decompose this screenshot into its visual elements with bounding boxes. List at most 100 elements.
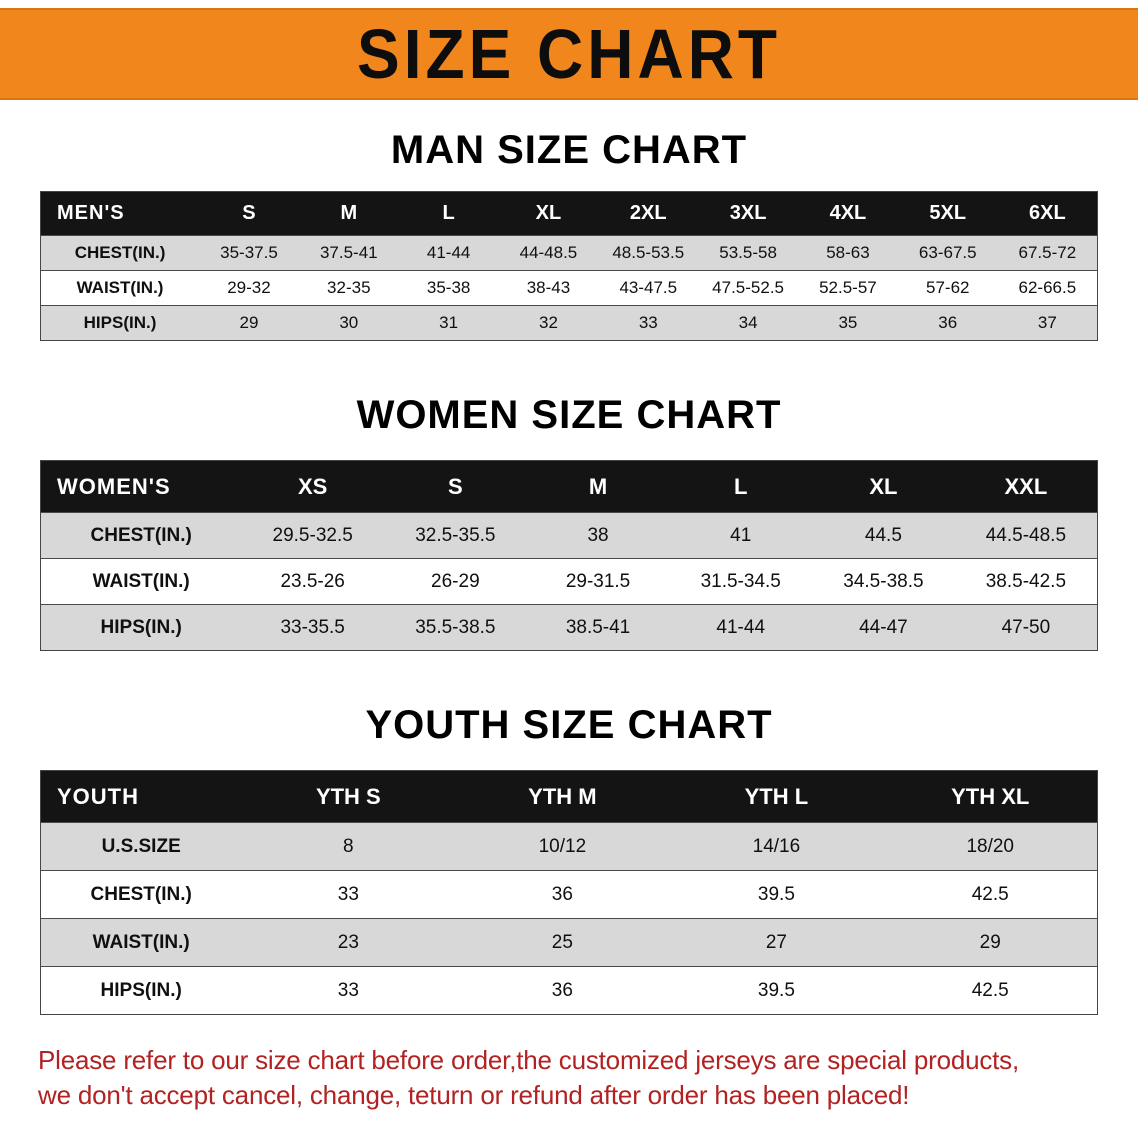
value-cell: 63-67.5 xyxy=(897,235,998,271)
value-cell: 23.5-26 xyxy=(241,558,385,605)
row-label-cell: WAIST(IN.) xyxy=(40,918,242,967)
value-cell: 8 xyxy=(241,822,456,871)
value-cell: 29 xyxy=(199,305,299,341)
size-header-cell: XXL xyxy=(954,460,1098,513)
size-header-cell: YTH M xyxy=(455,770,670,823)
size-header-cell: 4XL xyxy=(798,191,898,236)
table-row: CHEST(IN.) 29.5-32.5 32.5-35.5 38 41 44.5 44.5… xyxy=(40,512,1098,559)
value-cell: 29-32 xyxy=(199,270,299,306)
size-header-cell: 3XL xyxy=(698,191,799,236)
disclaimer: Please refer to our size chart before or… xyxy=(38,1043,1118,1113)
value-cell: 44-47 xyxy=(812,604,955,651)
men-size-table: MEN'S S M L XL 2XL 3XL 4XL 5XL 6XL CHEST(IN.) 35-37… xyxy=(40,191,1098,341)
size-header-cell: XL xyxy=(498,191,599,236)
value-cell: 38 xyxy=(526,512,670,559)
size-header-cell: YTH L xyxy=(669,770,884,823)
value-cell: 36 xyxy=(897,305,998,341)
value-cell: 67.5-72 xyxy=(997,235,1098,271)
value-cell: 35.5-38.5 xyxy=(384,604,527,651)
row-label-cell: HIPS(IN.) xyxy=(40,305,200,341)
value-cell: 41-44 xyxy=(398,235,499,271)
value-cell: 44-48.5 xyxy=(498,235,599,271)
disclaimer-line-1: Please refer to our size chart before or… xyxy=(38,1045,1020,1075)
value-cell: 47-50 xyxy=(954,604,1098,651)
size-section-youth: YOUTH SIZE CHART YOUTH YTH S YTH M YTH L YTH … xyxy=(0,703,1138,1015)
size-header-cell: 2XL xyxy=(598,191,699,236)
table-row: CHEST(IN.) 35-37.5 37.5-41 41-44 44-48.5 48.5… xyxy=(40,235,1098,271)
value-cell: 23 xyxy=(241,918,456,967)
value-cell: 48.5-53.5 xyxy=(598,235,699,271)
size-header-cell: S xyxy=(199,191,299,236)
value-cell: 37 xyxy=(997,305,1098,341)
row-label-cell: HIPS(IN.) xyxy=(40,604,242,651)
table-row: HIPS(IN.) 33 36 39.5 42.5 xyxy=(40,966,1098,1015)
value-cell: 43-47.5 xyxy=(598,270,699,306)
value-cell: 62-66.5 xyxy=(997,270,1098,306)
value-cell: 52.5-57 xyxy=(798,270,898,306)
size-header-cell: 5XL xyxy=(897,191,998,236)
value-cell: 39.5 xyxy=(669,966,884,1015)
value-cell: 42.5 xyxy=(883,966,1098,1015)
table-row: WAIST(IN.) 29-32 32-35 35-38 38-43 43-47.5 47.… xyxy=(40,270,1098,306)
size-header-cell: XS xyxy=(241,460,385,513)
table-row: U.S.SIZE 8 10/12 14/16 18/20 xyxy=(40,822,1098,871)
value-cell: 35-38 xyxy=(398,270,499,306)
value-cell: 57-62 xyxy=(897,270,998,306)
table-header-row: YOUTH YTH S YTH M YTH L YTH XL xyxy=(40,770,1098,823)
size-chart-page: SIZE CHART MAN SIZE CHART MEN'S S M L XL 2XL 3X… xyxy=(0,8,1138,1113)
value-cell: 44.5 xyxy=(812,512,955,559)
size-section-men: MAN SIZE CHART MEN'S S M L XL 2XL 3XL 4XL 5XL 6XL C… xyxy=(0,128,1138,341)
table-header-row: WOMEN'S XS S M L XL XXL xyxy=(40,460,1098,513)
women-size-table: WOMEN'S XS S M L XL XXL CHEST(IN.) 29.5-32.5 32.5… xyxy=(40,460,1098,651)
table-title-cell: WOMEN'S xyxy=(40,460,242,513)
row-label-cell: U.S.SIZE xyxy=(40,822,242,871)
value-cell: 36 xyxy=(455,870,670,919)
table-row: WAIST(IN.) 23 25 27 29 xyxy=(40,918,1098,967)
youth-section-heading: YOUTH SIZE CHART xyxy=(365,703,773,747)
value-cell: 29-31.5 xyxy=(526,558,670,605)
value-cell: 38.5-41 xyxy=(526,604,670,651)
women-section-heading: WOMEN SIZE CHART xyxy=(356,393,782,437)
sections: MAN SIZE CHART MEN'S S M L XL 2XL 3XL 4XL 5XL 6XL C… xyxy=(0,128,1138,1015)
size-header-cell: M xyxy=(526,460,670,513)
value-cell: 35 xyxy=(798,305,898,341)
value-cell: 33 xyxy=(598,305,699,341)
value-cell: 33-35.5 xyxy=(241,604,385,651)
banner: SIZE CHART xyxy=(0,8,1138,100)
disclaimer-line-2: we don't accept cancel, change, teturn o… xyxy=(38,1080,910,1111)
row-label-cell: CHEST(IN.) xyxy=(40,512,242,559)
value-cell: 36 xyxy=(455,966,670,1015)
size-header-cell: M xyxy=(298,191,399,236)
row-label-cell: WAIST(IN.) xyxy=(40,558,242,605)
value-cell: 41 xyxy=(669,512,813,559)
value-cell: 30 xyxy=(298,305,399,341)
page-title: SIZE CHART xyxy=(357,15,781,93)
size-section-women: WOMEN SIZE CHART WOMEN'S XS S M L XL XXL CHEST(I… xyxy=(0,393,1138,651)
size-header-cell: 6XL xyxy=(997,191,1098,236)
value-cell: 38-43 xyxy=(498,270,599,306)
size-header-cell: L xyxy=(398,191,499,236)
value-cell: 29 xyxy=(883,918,1098,967)
table-row: WAIST(IN.) 23.5-26 26-29 29-31.5 31.5-34.5 34… xyxy=(40,558,1098,605)
size-header-cell: XL xyxy=(812,460,955,513)
value-cell: 37.5-41 xyxy=(298,235,399,271)
table-row: HIPS(IN.) 33-35.5 35.5-38.5 38.5-41 41-44 44-… xyxy=(40,604,1098,651)
value-cell: 41-44 xyxy=(669,604,813,651)
size-header-cell: S xyxy=(384,460,527,513)
row-label-cell: CHEST(IN.) xyxy=(40,235,200,271)
table-row: CHEST(IN.) 33 36 39.5 42.5 xyxy=(40,870,1098,919)
value-cell: 47.5-52.5 xyxy=(698,270,799,306)
value-cell: 35-37.5 xyxy=(199,235,299,271)
value-cell: 33 xyxy=(241,966,456,1015)
value-cell: 44.5-48.5 xyxy=(954,512,1098,559)
table-title-cell: MEN'S xyxy=(40,191,200,236)
table-header-row: MEN'S S M L XL 2XL 3XL 4XL 5XL 6XL xyxy=(40,191,1098,236)
value-cell: 25 xyxy=(455,918,670,967)
value-cell: 18/20 xyxy=(883,822,1098,871)
table-title-cell: YOUTH xyxy=(40,770,242,823)
value-cell: 58-63 xyxy=(798,235,898,271)
size-header-cell: L xyxy=(669,460,813,513)
youth-size-table: YOUTH YTH S YTH M YTH L YTH XL U.S.SIZE 8 10/12… xyxy=(40,770,1098,1015)
row-label-cell: WAIST(IN.) xyxy=(40,270,200,306)
value-cell: 33 xyxy=(241,870,456,919)
